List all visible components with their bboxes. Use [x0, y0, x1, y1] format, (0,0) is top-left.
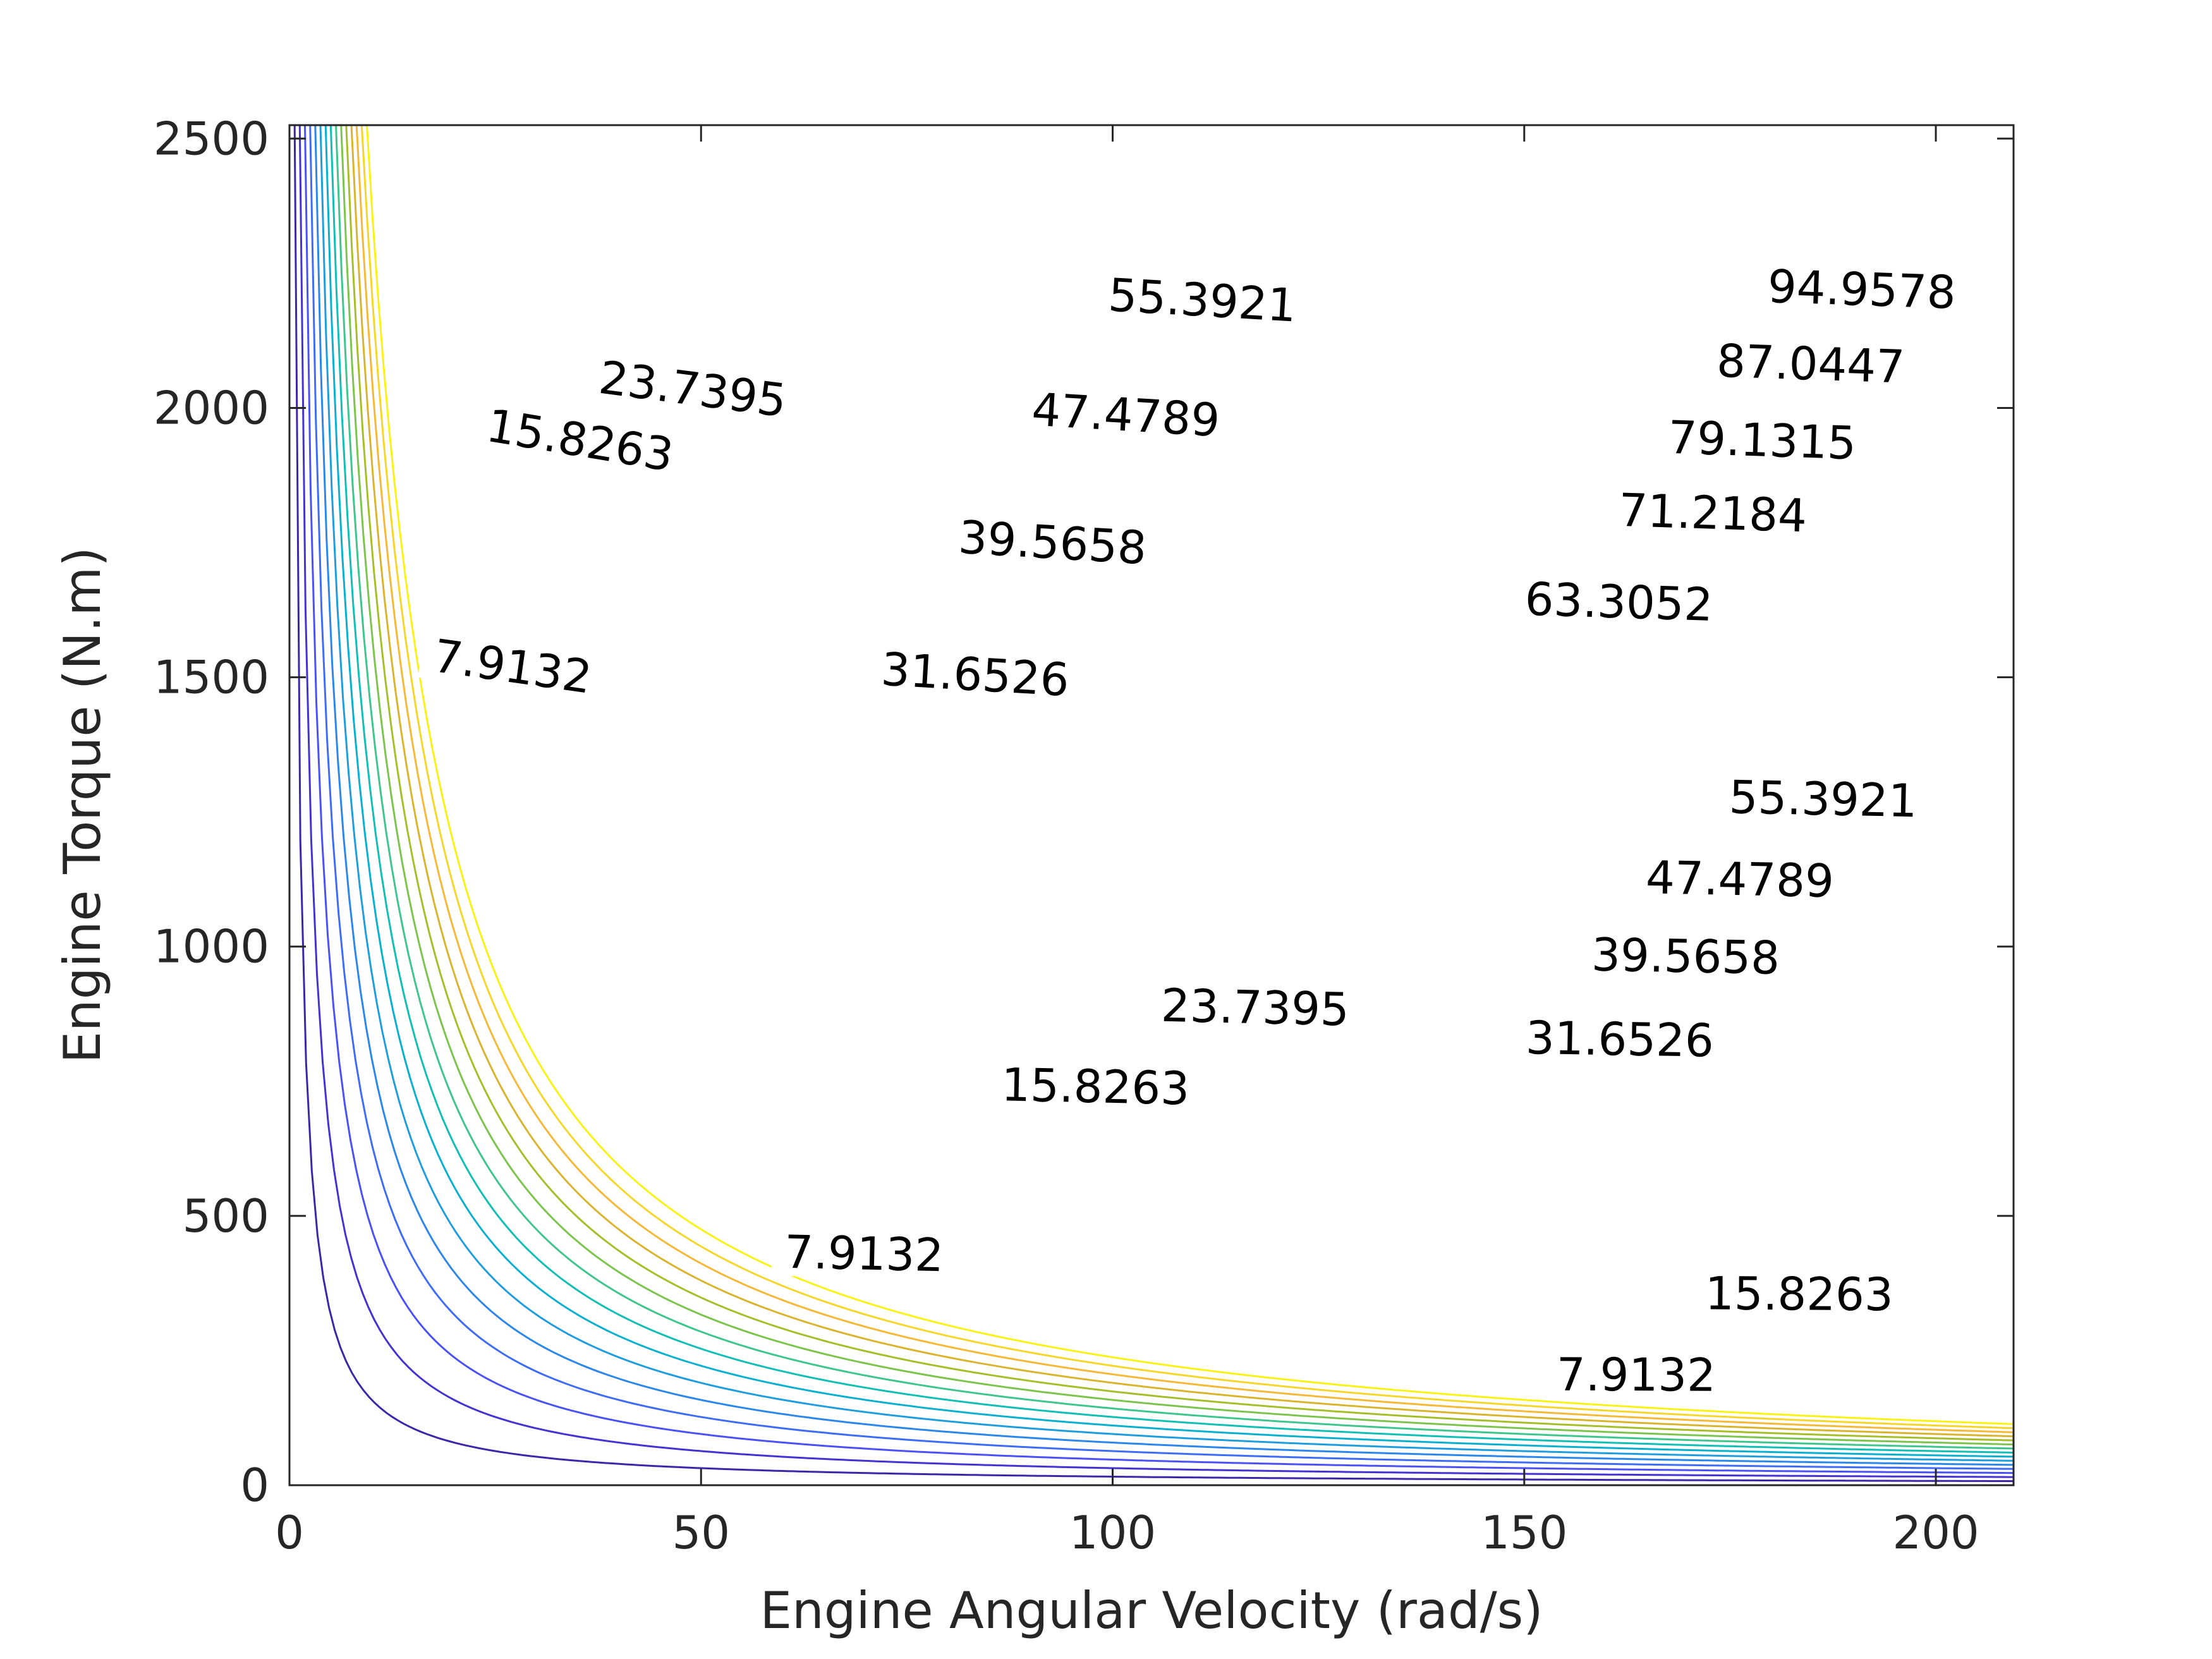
- x-tick-label: 0: [275, 1506, 304, 1559]
- contour-label-mask: [1656, 413, 1869, 468]
- x-tick-label: 150: [1481, 1506, 1567, 1559]
- contour-line-14: [360, 125, 2014, 1430]
- contour-label: 47.4789: [1030, 383, 1221, 447]
- contour-label: 87.0447: [1716, 334, 1905, 394]
- x-tick-labels: 0 50 100 150 200: [275, 1506, 1979, 1559]
- y-tick-label: 2500: [154, 112, 269, 165]
- contour-label: 7.9132: [784, 1225, 944, 1282]
- contour-label: 15.8263: [1705, 1267, 1893, 1321]
- contour-label: 63.3052: [1524, 573, 1713, 631]
- contour-label-mask: [1634, 853, 1846, 906]
- contour-label: 31.6526: [880, 642, 1071, 707]
- y-tick-label: 1500: [154, 651, 269, 704]
- contour-line-13: [355, 125, 2014, 1433]
- contour-line-6: [319, 125, 2014, 1462]
- contour-label-mask: [1717, 772, 1929, 825]
- y-tick-label: 500: [183, 1189, 269, 1243]
- contour-label: 55.3921: [1729, 770, 1917, 827]
- x-tick-label: 50: [672, 1506, 730, 1559]
- x-tick-label: 200: [1892, 1506, 1979, 1559]
- contour-line-5: [314, 125, 2014, 1466]
- contour-line-8: [329, 125, 2014, 1454]
- contour-label: 39.5658: [1591, 928, 1780, 984]
- contour-label-mask: [945, 512, 1160, 573]
- contour-label-mask: [989, 1060, 1201, 1113]
- y-tick-label: 1000: [154, 920, 269, 973]
- contour-line-3: [304, 125, 2014, 1474]
- contour-line-1: [293, 125, 2014, 1483]
- contour-label-mask: [1579, 930, 1792, 983]
- contour-labels: 7.91327.91327.913215.826315.826315.82632…: [430, 260, 1957, 1402]
- y-tick-label: 0: [240, 1459, 269, 1512]
- x-tick-label: 100: [1069, 1506, 1156, 1559]
- contour-label: 15.8263: [1000, 1058, 1189, 1115]
- contour-line-11: [345, 125, 2014, 1442]
- contour-label-mask: [1704, 336, 1917, 392]
- contour-label-mask: [418, 629, 607, 703]
- contour-label-mask: [1019, 384, 1233, 446]
- contour-label-mask: [471, 399, 688, 482]
- contour-line-12: [350, 125, 2014, 1438]
- contour-label: 79.1315: [1667, 411, 1857, 470]
- contour-label: 7.9132: [1557, 1348, 1716, 1402]
- axes-box: [288, 124, 2015, 1486]
- contour-label-mask: [1606, 485, 1820, 540]
- contour-label-masks: [418, 262, 1968, 1399]
- contour-label-mask: [771, 1227, 957, 1280]
- contour-label: 23.7395: [1160, 979, 1350, 1036]
- contour-line-7: [324, 125, 2014, 1458]
- contour-line-10: [340, 125, 2014, 1446]
- axis-ticks: [288, 125, 2014, 1486]
- contour-lines: [293, 125, 2014, 1483]
- contour-label-mask: [1095, 270, 1310, 331]
- contour-label-mask: [1755, 262, 1968, 317]
- y-tick-labels: 0 500 1000 1500 2000 2500: [154, 112, 269, 1512]
- contour-label-mask: [868, 644, 1082, 705]
- contour-label: 94.9578: [1767, 260, 1957, 319]
- y-tick-label: 2000: [154, 381, 269, 434]
- contour-label-mask: [1543, 1350, 1729, 1399]
- contour-label: 31.6526: [1525, 1011, 1714, 1067]
- contour-label-mask: [1514, 1013, 1726, 1065]
- contour-line-15: [366, 125, 2014, 1425]
- contour-line-4: [309, 125, 2014, 1470]
- contour-label: 71.2184: [1618, 483, 1808, 542]
- contour-label: 47.4789: [1645, 851, 1834, 908]
- contour-line-9: [335, 125, 2014, 1450]
- contour-label-mask: [585, 351, 801, 427]
- x-axis-label: Engine Angular Velocity (rad/s): [760, 1581, 1543, 1640]
- contour-label-mask: [1149, 981, 1361, 1034]
- y-axis-label: Engine Torque (N.m): [53, 547, 112, 1063]
- contour-label: 39.5658: [957, 511, 1148, 575]
- contour-label: 55.3921: [1107, 268, 1297, 332]
- contour-line-2: [298, 125, 2014, 1478]
- contour-label-mask: [1693, 1269, 1905, 1319]
- contour-label-mask: [1512, 574, 1725, 629]
